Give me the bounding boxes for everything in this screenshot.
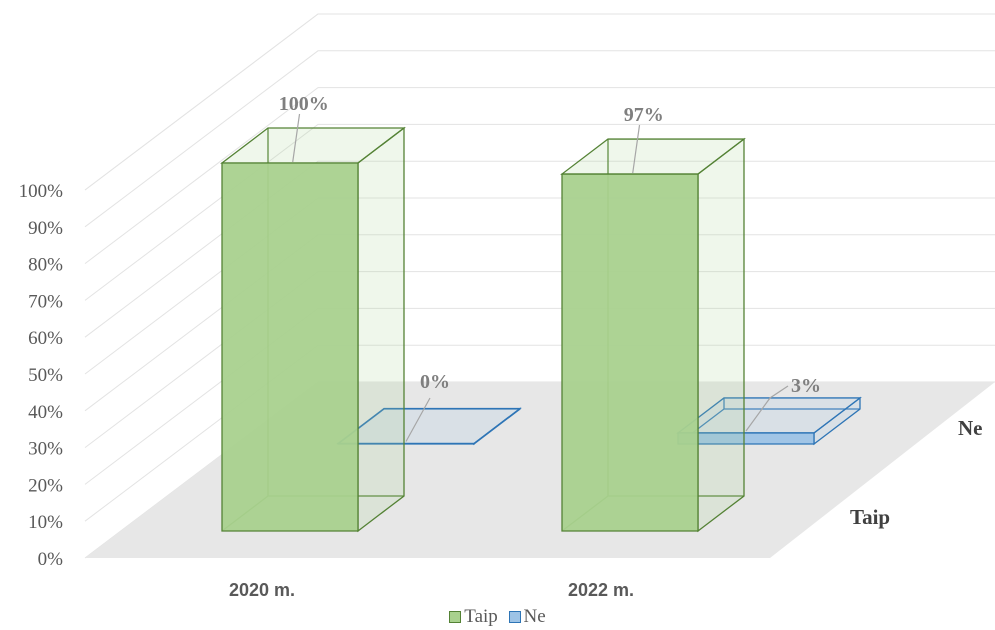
legend-label-ne: Ne <box>523 606 546 627</box>
data-label-ne: 0% <box>420 371 450 393</box>
data-label-ne: 3% <box>791 375 821 397</box>
leader-line <box>405 397 431 442</box>
y-tick-label: 70% <box>28 291 63 312</box>
y-tick-label: 10% <box>28 512 63 533</box>
bar-ne-1 <box>676 396 862 446</box>
y-tick-label: 20% <box>28 475 63 496</box>
y-tick-label: 50% <box>28 365 63 386</box>
y-tick-label: 40% <box>28 402 63 423</box>
y-tick-label: 0% <box>38 549 64 570</box>
y-tick-label: 80% <box>28 255 63 276</box>
legend-swatch-taip <box>449 611 462 623</box>
data-label-taip: 97% <box>624 104 664 126</box>
depth-axis-labels: Taip Ne <box>850 416 983 529</box>
y-axis-ticks: 0% 10% 20% 30% 40% 50% 60% 70% 80% 90% 100% <box>19 181 64 570</box>
leader-line <box>632 124 641 174</box>
y-tick-label: 90% <box>28 218 63 239</box>
leader-line <box>292 113 301 163</box>
bar-taip-0 <box>220 126 406 533</box>
x-tick-label: 2022 m. <box>568 580 634 600</box>
depth-axis-label: Ne <box>958 416 983 440</box>
bar-taip-1 <box>560 137 746 533</box>
gridline <box>84 87 995 264</box>
y-tick-label: 60% <box>28 328 63 349</box>
legend-label-taip: Taip <box>464 606 498 627</box>
gridline <box>84 13 995 191</box>
y-tick-label: 30% <box>28 439 63 460</box>
leader-line <box>745 385 789 432</box>
bars: 100% 0% 97% 3% <box>220 93 862 533</box>
gridline <box>84 50 995 228</box>
depth-axis-label: Taip <box>850 505 890 529</box>
gridline <box>84 160 995 338</box>
legend-item-taip: Taip <box>449 606 498 628</box>
legend-swatch-ne <box>508 611 521 623</box>
gridline <box>84 123 995 301</box>
x-tick-label: 2020 m. <box>229 580 295 600</box>
legend-item-ne: Ne <box>508 606 546 628</box>
data-label-taip: 100% <box>279 93 329 115</box>
legend: Taip Ne <box>0 606 995 629</box>
y-tick-label: 100% <box>19 181 64 202</box>
x-axis-ticks: 2020 m. 2022 m. <box>229 580 634 600</box>
